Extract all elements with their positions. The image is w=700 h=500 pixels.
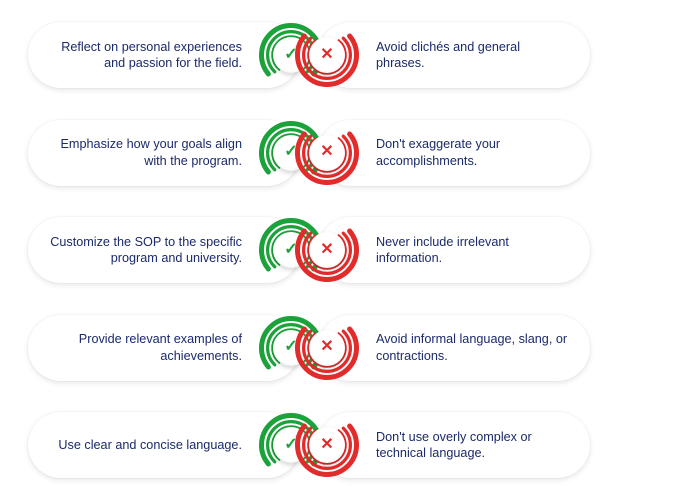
do-text: Provide relevant examples of achievement… [46, 331, 242, 364]
dont-pill-4: ✕ Avoid informal language, slang, or con… [318, 315, 590, 381]
do-pill-2: Emphasize how your goals align with the … [28, 120, 300, 186]
do-text: Customize the SOP to the specific progra… [46, 234, 242, 267]
dont-inner-circle: ✕ [309, 135, 345, 171]
dont-pill-2: ✕ Don't exaggerate your accomplishments. [318, 120, 590, 186]
do-text: Use clear and concise language. [58, 437, 242, 453]
cross-icon: ✕ [320, 240, 333, 261]
cross-icon: ✕ [320, 435, 333, 456]
dont-inner-circle: ✕ [309, 232, 345, 268]
row-5: Use clear and concise language. ✓ ✕ Don'… [28, 412, 672, 478]
dont-ring: ✕ [294, 22, 360, 88]
do-pill-5: Use clear and concise language. ✓ [28, 412, 300, 478]
do-text: Emphasize how your goals align with the … [46, 136, 242, 169]
dont-pill-3: ✕ Never include irrelevant information. [318, 217, 590, 283]
dont-text: Don't exaggerate your accomplishments. [376, 136, 572, 169]
do-text: Reflect on personal experiences and pass… [46, 39, 242, 72]
dont-inner-circle: ✕ [309, 330, 345, 366]
cross-icon: ✕ [320, 45, 333, 66]
cross-icon: ✕ [320, 337, 333, 358]
dont-pill-1: ✕ Avoid clichés and general phrases. [318, 22, 590, 88]
row-2: Emphasize how your goals align with the … [28, 120, 672, 186]
dont-inner-circle: ✕ [309, 37, 345, 73]
dont-ring: ✕ [294, 120, 360, 186]
dont-ring: ✕ [294, 315, 360, 381]
dont-text: Avoid informal language, slang, or contr… [376, 331, 572, 364]
cross-icon: ✕ [320, 142, 333, 163]
dont-ring: ✕ [294, 412, 360, 478]
do-pill-1: Reflect on personal experiences and pass… [28, 22, 300, 88]
dont-text: Don't use overly complex or technical la… [376, 429, 572, 462]
dont-text: Never include irrelevant information. [376, 234, 572, 267]
dont-pill-5: ✕ Don't use overly complex or technical … [318, 412, 590, 478]
dont-ring: ✕ [294, 217, 360, 283]
row-4: Provide relevant examples of achievement… [28, 315, 672, 381]
row-3: Customize the SOP to the specific progra… [28, 217, 672, 283]
dont-inner-circle: ✕ [309, 427, 345, 463]
do-pill-4: Provide relevant examples of achievement… [28, 315, 300, 381]
dont-text: Avoid clichés and general phrases. [376, 39, 572, 72]
do-pill-3: Customize the SOP to the specific progra… [28, 217, 300, 283]
row-1: Reflect on personal experiences and pass… [28, 22, 672, 88]
